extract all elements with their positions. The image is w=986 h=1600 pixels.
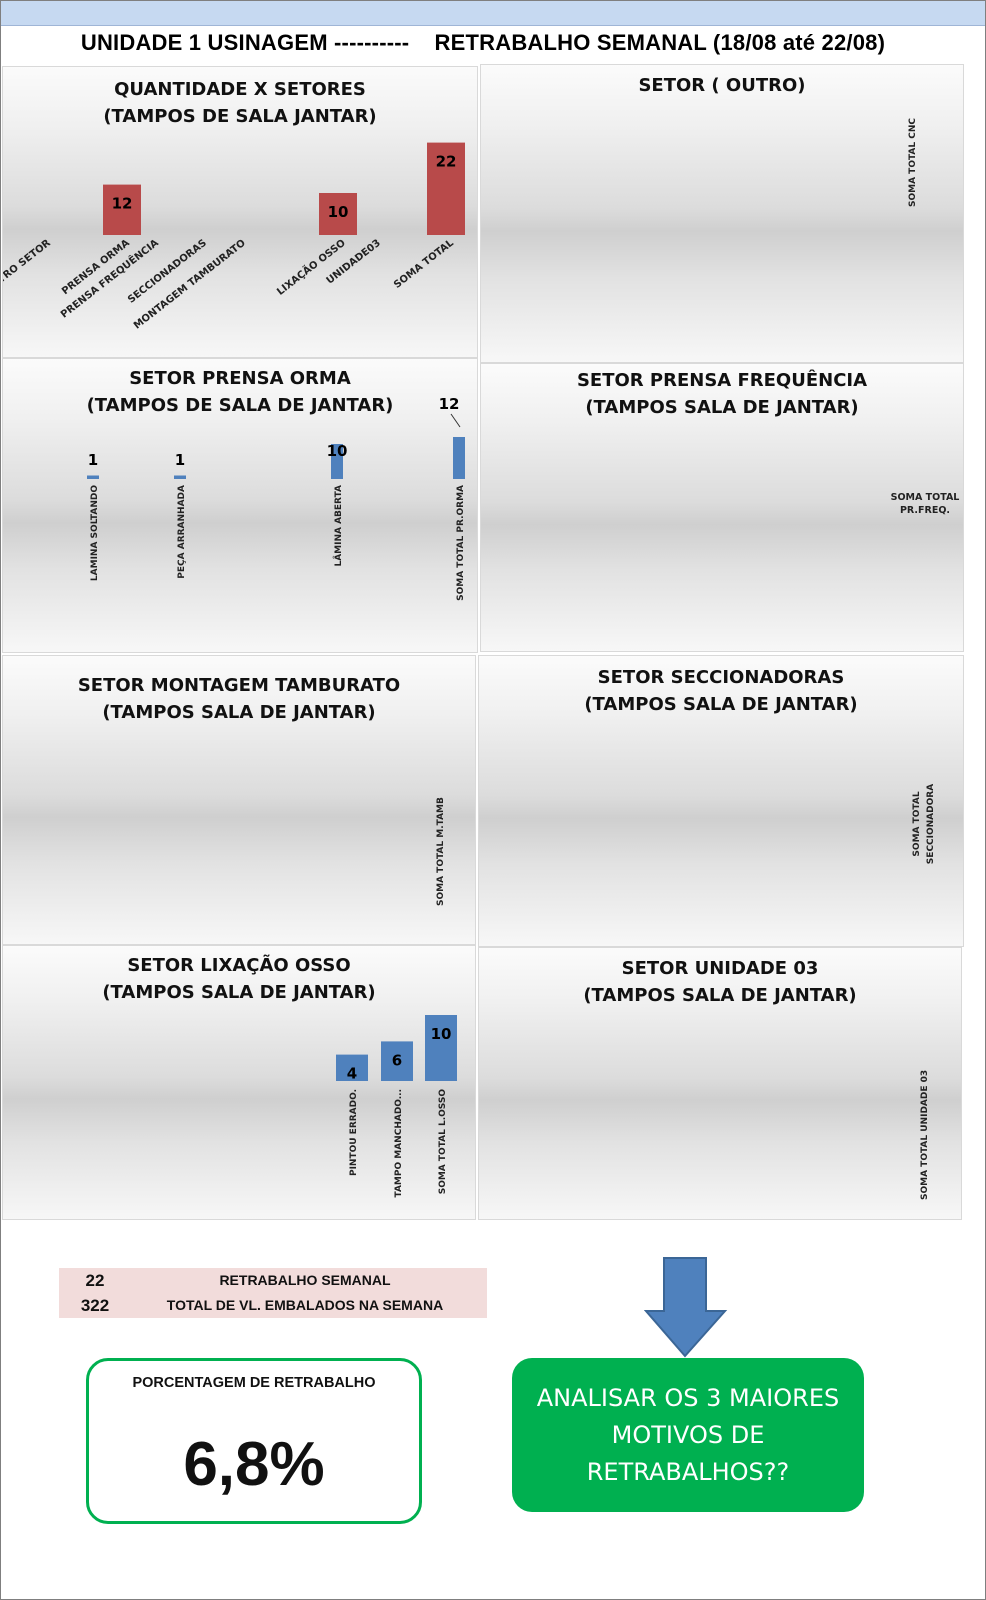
category-label: SOMA TOTAL CNC — [908, 118, 918, 207]
bar-chart-montagem: SOMA TOTAL M.TAMB — [436, 797, 446, 906]
total-embalados-label: TOTAL DE VL. EMBALADOS NA SEMANA — [166, 1297, 444, 1313]
panel-title: SETOR MONTAGEM TAMBURATO — [77, 675, 401, 696]
category-label: SOMA TOTAL — [392, 237, 456, 291]
chart-bar — [331, 444, 343, 479]
category-label: TAMPO MANCHADO... — [394, 1089, 404, 1197]
data-label: 12 — [112, 195, 133, 213]
chart-panel-quantidade-setores: QUANTIDADE X SETORES (TAMPOS DE SALA JAN… — [2, 66, 478, 358]
bar-chart-lixacao: 4 PINTOU ERRADO. 6 TAMPO MANCHADO... 10 SOMA … — [336, 1015, 457, 1197]
data-label: 12 — [439, 395, 460, 413]
callout-text: ANALISAR OS 3 MAIORES MOTIVOS DE RETRABA… — [512, 1380, 864, 1491]
chart-panel-prensa-orma: SETOR PRENSA ORMA (TAMPOS DE SALA DE JAN… — [2, 358, 478, 653]
panel-subtitle: (TAMPOS SALA DE JANTAR) — [583, 985, 857, 1006]
chart-bar — [319, 193, 357, 235]
bar-chart-unidade-03: SOMA TOTAL UNIDADE 03 — [920, 1070, 930, 1200]
chart-bar — [427, 142, 465, 235]
callout-line: ANALISAR OS 3 MAIORES — [536, 1384, 840, 1412]
panel-title: SETOR PRENSA ORMA — [129, 368, 351, 389]
bar-chart-prensa-orma: 1 LAMINA SOLTANDO 1 PEÇA ARRANHADA 10 LÂMINA … — [87, 395, 466, 601]
data-label: 10 — [327, 442, 348, 460]
category-label: SOMA TOTAL M.TAMB — [436, 797, 446, 906]
chart-panel-lixacao-osso: SETOR LIXAÇÃO OSSO (TAMPOS SALA DE JANTA… — [2, 945, 476, 1220]
callout-box: ANALISAR OS 3 MAIORES MOTIVOS DE RETRABA… — [512, 1358, 864, 1512]
bar-chart-prensa-frequencia: SOMA TOTAL PR.FREQ. — [891, 492, 960, 516]
panel-title: QUANTIDADE X SETORES — [114, 79, 366, 100]
summary-box: 22 RETRABALHO SEMANAL 322 TOTAL DE VL. E… — [59, 1268, 487, 1318]
panel-title: SETOR SECCIONADORAS — [597, 667, 845, 688]
chart-panel-outro: SETOR ( OUTRO) SOMA TOTAL CNC — [480, 64, 964, 363]
panel-subtitle: (TAMPOS SALA DE JANTAR) — [102, 702, 376, 723]
chart-bar — [336, 1054, 368, 1081]
chart-bar — [174, 475, 186, 479]
percentage-label: PORCENTAGEM DE RETRABALHO — [132, 1375, 376, 1391]
category-label: PINTOU ERRADO. — [349, 1089, 359, 1176]
category-label: PR.FREQ. — [900, 505, 950, 516]
data-label: 1 — [88, 451, 98, 469]
callout-line: RETRABALHOS?? — [586, 1458, 790, 1486]
category-label: SOMA TOTAL — [891, 492, 960, 503]
category-label: SOMA TOTAL L.OSSO — [438, 1089, 448, 1195]
chart-bar — [425, 1015, 457, 1081]
percentage-value: 6,8% — [183, 1430, 325, 1499]
down-arrow-icon — [644, 1257, 728, 1358]
panel-subtitle: (TAMPOS DE SALA DE JANTAR) — [86, 395, 394, 416]
panel-subtitle: (TAMPOS SALA DE JANTAR) — [584, 694, 858, 715]
page-title: UNIDADE 1 USINAGEM ---------- RETRABALHO… — [80, 30, 886, 55]
category-label: SECCIONADORA — [926, 784, 936, 864]
bar-chart-outro: SOMA TOTAL CNC — [908, 118, 918, 207]
data-label: 4 — [347, 1065, 357, 1083]
data-label: 10 — [431, 1025, 452, 1043]
bar-chart-seccionadoras: SOMA TOTAL SECCIONADORA — [912, 784, 936, 864]
data-label: 1 — [175, 451, 185, 469]
chart-bar — [103, 184, 141, 235]
panel-title: SETOR LIXAÇÃO OSSO — [127, 955, 351, 976]
top-bar — [1, 1, 985, 26]
panel-subtitle: (TAMPOS SALA DE JANTAR) — [102, 982, 376, 1003]
category-label: LIXAÇÃO OSSO — [274, 236, 348, 298]
chart-panel-seccionadoras: SETOR SECCIONADORAS (TAMPOS SALA DE JANT… — [478, 655, 964, 947]
category-label: OUTRO SETOR — [3, 238, 53, 296]
chart-panel-unidade-03: SETOR UNIDADE 03 (TAMPOS SALA DE JANTAR)… — [478, 947, 962, 1220]
chart-panel-montagem-tamburato: SETOR MONTAGEM TAMBURATO (TAMPOS SALA DE… — [2, 655, 476, 945]
percentage-box: PORCENTAGEM DE RETRABALHO 6,8% — [86, 1358, 422, 1524]
category-label: SOMA TOTAL — [912, 791, 922, 856]
chart-bar — [87, 475, 99, 479]
panel-title: SETOR ( OUTRO) — [638, 75, 806, 96]
leader-line — [450, 413, 461, 428]
chart-bar — [453, 437, 465, 479]
category-label: LAMINA SOLTANDO — [90, 485, 100, 581]
data-label: 6 — [392, 1051, 402, 1069]
category-label: SOMA TOTAL UNIDADE 03 — [920, 1070, 930, 1200]
data-label: 22 — [436, 153, 457, 171]
chart-bar — [381, 1041, 413, 1081]
category-label: PEÇA ARRANHADA — [177, 485, 187, 579]
chart-panel-prensa-frequencia: SETOR PRENSA FREQUÊNCIA (TAMPOS SALA DE … — [480, 363, 964, 652]
panel-subtitle: (TAMPOS DE SALA JANTAR) — [103, 106, 377, 127]
panel-title: SETOR PRENSA FREQUÊNCIA — [576, 370, 868, 391]
retrabalho-semanal-label: RETRABALHO SEMANAL — [219, 1272, 391, 1288]
data-label: 10 — [328, 203, 349, 221]
category-label: SOMA TOTAL PR.ORMA — [456, 485, 466, 601]
callout-line: MOTIVOS DE — [611, 1421, 765, 1449]
panel-subtitle: (TAMPOS SALA DE JANTAR) — [585, 397, 859, 418]
category-label: LÂMINA ABERTA — [332, 485, 344, 567]
panel-title: SETOR UNIDADE 03 — [621, 958, 819, 979]
retrabalho-semanal-value: 22 — [85, 1271, 105, 1290]
total-embalados-value: 322 — [80, 1296, 110, 1315]
